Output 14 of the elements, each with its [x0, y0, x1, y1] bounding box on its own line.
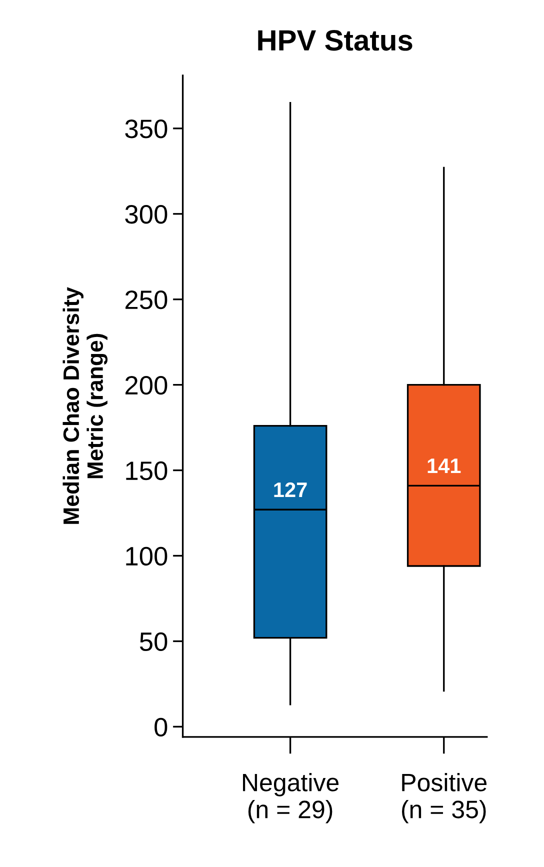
annotation: 127 [274, 482, 307, 497]
y-tick-label: 300 [125, 205, 168, 224]
annotation: 141 [428, 458, 461, 474]
y-axis-title: Median Chao Diversity Metric (range) [62, 287, 108, 524]
y-tick-label: 50 [140, 632, 168, 652]
y-tick-label: 350 [125, 120, 168, 138]
y-tick-label: 200 [126, 376, 168, 395]
chart-title: HPV Status [258, 30, 412, 51]
y-tick-label: 150 [126, 461, 168, 480]
x-tick-label: Negative (n = 29) [243, 773, 339, 824]
y-tick-label: 250 [126, 290, 168, 310]
x-tick-label: Positive (n = 35) [402, 773, 487, 824]
y-tick-label: 0 [154, 718, 168, 737]
y-tick-label: 100 [126, 546, 168, 566]
